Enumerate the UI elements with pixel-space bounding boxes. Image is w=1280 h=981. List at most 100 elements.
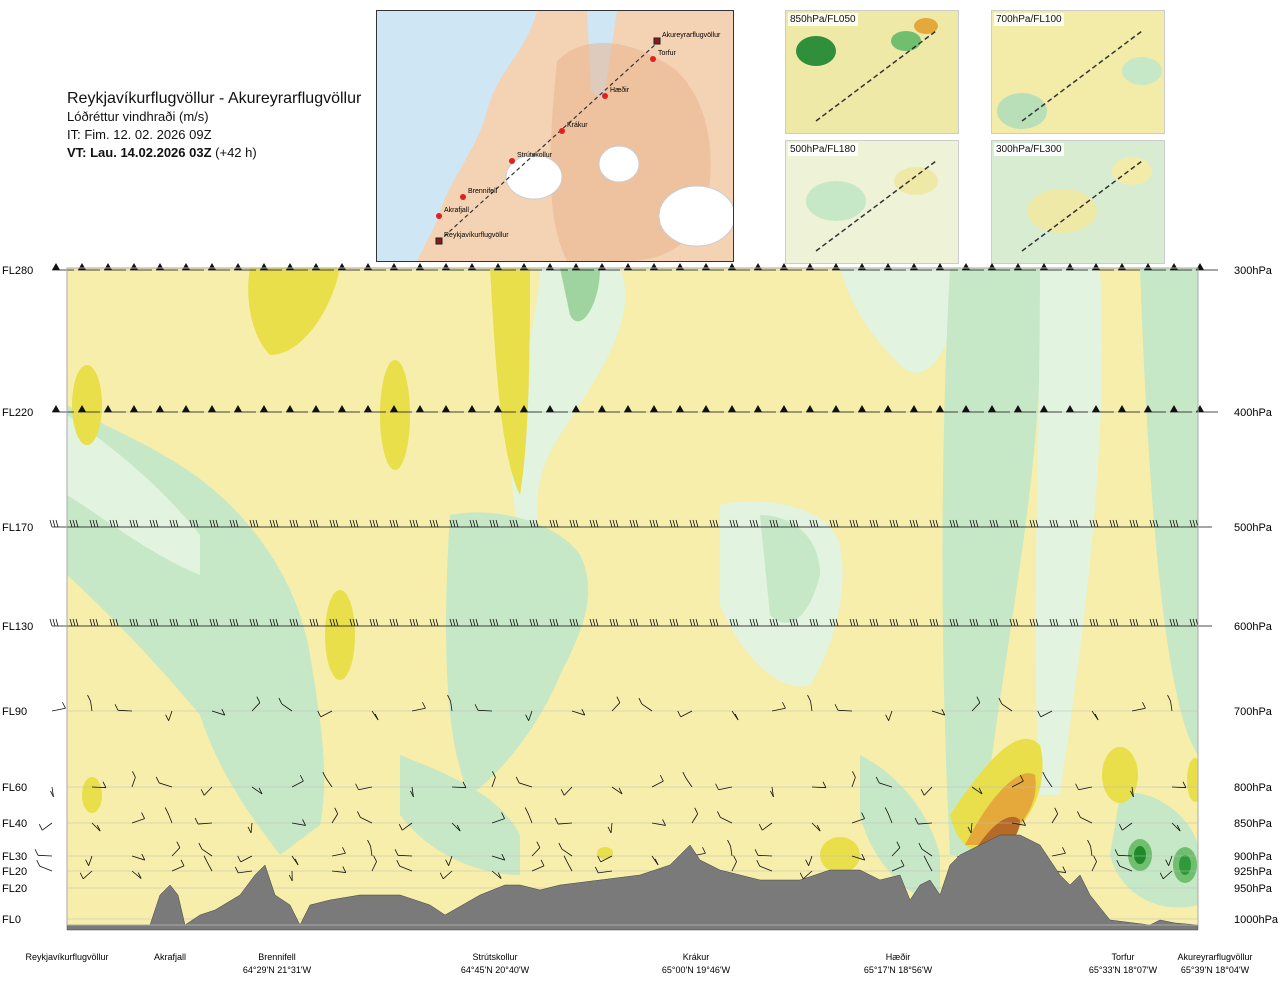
hpa-label: 1000hPa [1234,914,1279,926]
level-map-850: 850hPa/FL050 [785,10,959,134]
wind-barb [34,849,53,857]
wind-barb [451,781,467,789]
wind-barb [531,859,545,872]
terrain-profile [66,834,1199,931]
valid-time: VT: Lau. 14.02.2026 03Z (+42 h) [67,144,361,162]
wind-barb [929,519,952,528]
level-map-500: 500hPa/FL180 [785,140,959,264]
map-waypoint: Torfur [650,50,677,62]
wind-barb [949,618,972,627]
wind-barb [689,519,712,528]
hpa-label: 700hPa [1234,706,1273,718]
wind-barb [1196,263,1218,271]
wind-barb [1196,405,1218,413]
location-coord: 65°17'N 18°56'W [864,965,933,975]
wind-barb [909,519,932,528]
wind-barb [520,405,542,413]
fl-label: FL40 [2,818,27,830]
wind-barb [398,822,413,831]
hpa-label: 300hPa [1234,265,1273,277]
wind-barb [531,841,541,857]
wind-barb [1149,618,1172,627]
wind-barb [91,822,101,832]
wind-barb [237,855,253,863]
wind-barb [409,618,432,627]
wind-barb [689,618,712,627]
wind-barb [1118,405,1140,413]
wind-barb [910,405,932,413]
wind-barb [288,870,293,882]
wind-barb [875,776,893,788]
wind-barb [1171,781,1187,789]
wind-barb [269,618,292,627]
wind-barb [355,783,373,791]
wind-barb [491,870,502,879]
wind-barb [469,519,492,528]
wind-barb [563,855,573,872]
location-coord: 65°00'N 19°46'W [662,965,731,975]
wind-barb [691,807,699,824]
fl-label: FL280 [2,265,33,277]
wind-barb [52,263,74,271]
wind-barb [1011,819,1026,826]
wind-barb [884,405,906,413]
wind-barb [749,618,772,627]
wind-barb [749,519,772,528]
wind-barb [967,822,973,834]
wind-barb [410,786,414,798]
wind-barb [756,859,773,872]
location-label: Brennifell [258,952,296,962]
map-waypoint-label: Torfur [658,50,677,57]
wind-barb [594,866,613,874]
issue-time: IT: Fim. 12. 02. 2026 09Z [67,127,212,142]
wind-barb [549,618,572,627]
hpa-label: 900hPa [1234,851,1273,863]
wind-barb [1014,405,1036,413]
wind-barb [52,405,74,413]
wind-barb [649,519,672,528]
wind-barb [858,405,880,413]
wind-barb [918,842,933,857]
wind-barb [923,855,933,872]
wind-barb [889,519,912,528]
wind-barb [529,618,552,627]
wind-barb [611,786,623,795]
wind-barb [998,697,1013,712]
vertical-velocity-field [67,268,1198,908]
fl-label: FL170 [2,522,33,534]
wind-barb [789,618,812,627]
wind-barb [169,519,192,528]
wind-barb [560,786,573,796]
location-label: Torfur [1111,952,1134,962]
wind-barb [770,786,774,798]
wind-barb [809,519,832,528]
hpa-label: 950hPa [1234,883,1273,895]
wind-barb [289,618,312,627]
wind-barb [682,771,693,788]
wind-barb [1129,618,1152,627]
wind-barb [1051,847,1066,857]
wind-barb [491,812,505,824]
wind-barb [209,519,232,528]
wind-barb [114,704,133,712]
wind-barb [771,702,786,712]
wind-barb [1042,771,1053,788]
wind-barb [971,786,983,795]
wind-barb [1167,694,1173,712]
location-coord: 64°29'N 21°31'W [243,965,312,975]
location-label: Akureyrarflugvöllur [1177,952,1252,962]
location-axis: Reykjavíkurflugvöllur Akrafjall Brennifell… [25,952,1252,975]
wind-barb [807,694,813,712]
wind-barb [1144,405,1166,413]
wind-barb [429,519,452,528]
wind-barb [1089,519,1112,528]
wind-barb [1066,405,1088,413]
wind-barb [754,849,773,857]
wind-barb [286,405,308,413]
level-map-300: 300hPa/FL300 [991,140,1165,264]
wind-barb [312,405,334,413]
wind-barb [194,817,213,825]
level-map-500-svg [786,141,958,263]
map-waypoint-label: Brennifell [468,188,498,195]
wind-barb [529,519,552,528]
